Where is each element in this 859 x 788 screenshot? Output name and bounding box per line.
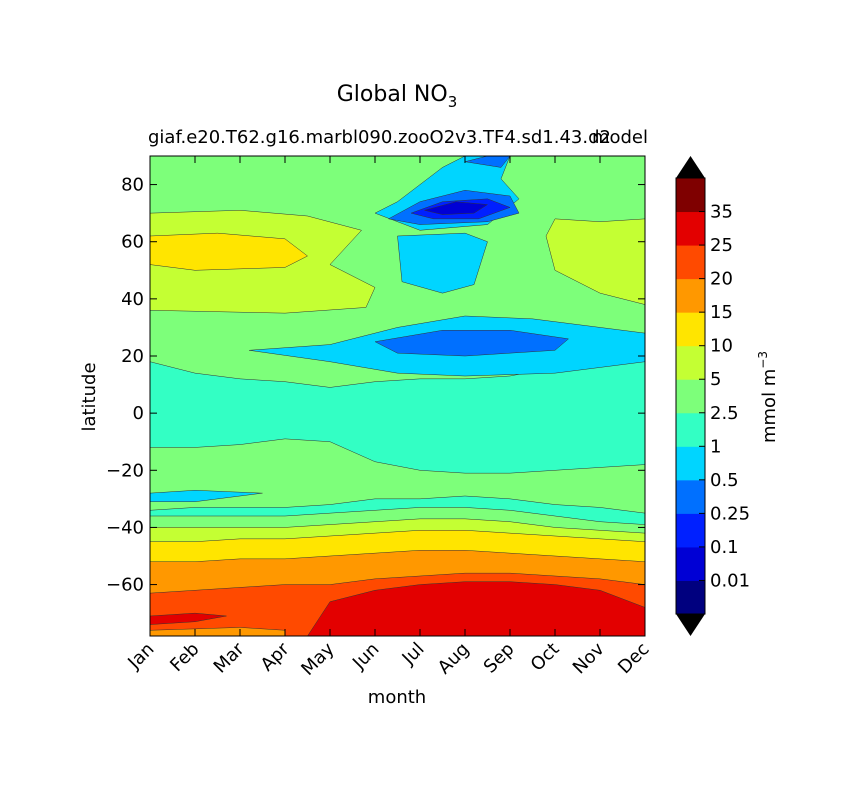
contour-region-1 xyxy=(150,612,227,625)
contour-region-5 xyxy=(545,218,645,305)
x-tick-label: Jul xyxy=(398,639,429,670)
plot-area xyxy=(150,156,645,636)
colorbar-segment xyxy=(676,580,705,615)
contour-region-7 xyxy=(374,330,570,357)
colorbar-segment xyxy=(676,479,705,514)
contour-region-4 xyxy=(150,232,308,271)
colorbar-tick-label: 2.5 xyxy=(710,403,739,424)
chart-subtitle-left: giaf.e20.T62.g16.marbl090.zooO2v3.TF4.sd… xyxy=(148,127,611,148)
colorbar-segment xyxy=(676,446,705,481)
colorbar-segment xyxy=(676,245,705,280)
contour-region-9 xyxy=(397,232,488,294)
contour-region-8 xyxy=(150,490,263,502)
colorbar-segment xyxy=(676,211,705,246)
x-tick-label: Sep xyxy=(480,639,519,678)
chart-title: Global NO3 xyxy=(337,82,458,111)
x-tick-label: Dec xyxy=(614,639,653,678)
colorbar-label: mmol m−3 xyxy=(756,351,780,443)
x-tick-label: Jan xyxy=(123,639,158,674)
y-axis: 80 60 40 20 0 −20 −40 −60 xyxy=(106,175,645,596)
colorbar-segment xyxy=(676,345,705,380)
colorbar-segment xyxy=(676,178,705,213)
colorbar-tick-label: 0.5 xyxy=(710,470,739,491)
colorbar-tick-label: 10 xyxy=(710,336,733,357)
x-tick-label: Jun xyxy=(348,639,383,674)
contour-region-14 xyxy=(464,156,511,168)
y-tick-label: 0 xyxy=(133,403,144,424)
x-tick-label: Mar xyxy=(210,638,249,677)
x-tick-label: May xyxy=(297,638,338,679)
colorbar-tick-label: 25 xyxy=(710,235,733,256)
colorbar-extend-bottom xyxy=(676,614,705,636)
y-tick-label: −20 xyxy=(106,460,144,481)
y-tick-label: 20 xyxy=(121,346,144,367)
colorbar-tick-label: 0.1 xyxy=(710,537,739,558)
colorbar-segment xyxy=(676,312,705,347)
colorbar-label-superscript: −3 xyxy=(756,351,770,369)
x-tick-label: Apr xyxy=(257,638,294,675)
x-tick-label: Feb xyxy=(166,639,203,676)
colorbar-segment xyxy=(676,412,705,447)
plot-frame xyxy=(149,155,646,637)
y-axis-label: latitude xyxy=(79,362,100,431)
y-tick-label: 60 xyxy=(121,232,144,253)
colorbar-tick-label: 0.25 xyxy=(710,503,750,524)
x-tick-label: Oct xyxy=(527,639,564,676)
contour-region-13 xyxy=(424,201,489,215)
colorbar-tick-label: 35 xyxy=(710,202,733,223)
y-tick-label: −60 xyxy=(106,575,144,596)
x-axis-label: month xyxy=(368,687,426,708)
colorbar-segment xyxy=(676,278,705,313)
colorbar: 0.01 0.1 0.25 0.5 1 2.5 5 10 15 20 25 35 xyxy=(675,156,750,636)
contour-regions xyxy=(150,156,645,636)
colorbar-segment xyxy=(676,379,705,414)
y-tick-label: 80 xyxy=(121,175,144,196)
x-tick-label: Aug xyxy=(434,639,474,679)
colorbar-segment xyxy=(676,513,705,548)
colorbar-tick-label: 0.01 xyxy=(710,570,750,591)
y-tick-label: 40 xyxy=(121,289,144,310)
colorbar-tick-label: 5 xyxy=(710,369,721,390)
colorbar-segment xyxy=(676,546,705,581)
colorbar-tick-label: 20 xyxy=(710,269,733,290)
chart-subtitle-right: model xyxy=(592,127,648,148)
colorbar-tick-label: 1 xyxy=(710,436,721,457)
y-tick-label: −40 xyxy=(106,517,144,538)
x-tick-label: Nov xyxy=(569,638,609,678)
chart-title-subscript: 3 xyxy=(448,93,458,111)
contour-region-0 xyxy=(307,581,645,636)
colorbar-frame xyxy=(675,177,706,615)
colorbar-tick-label: 15 xyxy=(710,302,733,323)
colorbar-extend-top xyxy=(676,156,705,178)
